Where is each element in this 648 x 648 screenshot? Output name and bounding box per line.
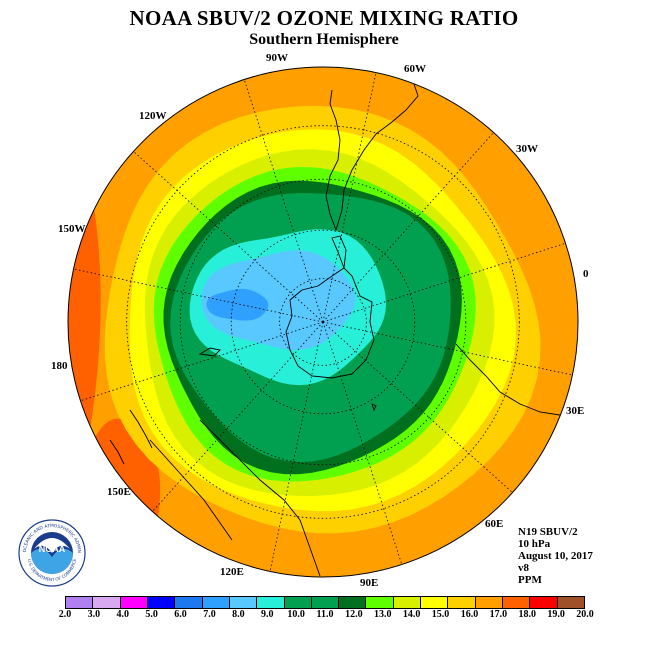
colorbar-swatch bbox=[448, 597, 476, 608]
map-border bbox=[67, 66, 579, 578]
colorbar-swatch bbox=[503, 597, 531, 608]
colorbar-tick-label: 13.0 bbox=[374, 609, 392, 620]
colorbar-swatch bbox=[229, 597, 258, 608]
lon-label-60e: 60E bbox=[485, 518, 504, 530]
longitude-line bbox=[243, 79, 324, 323]
lon-label-180: 180 bbox=[51, 360, 68, 372]
lon-label-0: 0 bbox=[583, 268, 589, 280]
colorbar-swatch bbox=[366, 597, 394, 608]
page-subtitle: Southern Hemisphere bbox=[249, 31, 399, 48]
colorbar-tick-label: 7.0 bbox=[203, 609, 216, 620]
coastline bbox=[335, 83, 419, 231]
longitude-line bbox=[152, 321, 324, 512]
colorbar bbox=[65, 596, 585, 609]
coastline bbox=[129, 409, 153, 449]
satellite-label: N19 SBUV/2 bbox=[518, 526, 578, 538]
colorbar-tick-label: 18.0 bbox=[518, 609, 536, 620]
colorbar-tick-label: 8.0 bbox=[232, 609, 245, 620]
svg-text:NOAA: NOAA bbox=[39, 544, 66, 554]
colorbar-swatch bbox=[393, 597, 422, 608]
coastline bbox=[109, 439, 125, 465]
lon-label-120w: 120W bbox=[139, 110, 167, 122]
lon-label-120e: 120E bbox=[220, 566, 244, 578]
units-label: PPM bbox=[518, 574, 542, 586]
noaa-logo: NATIONAL OCEANIC AND ATMOSPHERIC ADMINIS… bbox=[18, 519, 86, 587]
colorbar-swatch bbox=[147, 597, 176, 608]
latitude-circle bbox=[179, 178, 467, 466]
colorbar-tick-label: 5.0 bbox=[145, 609, 158, 620]
coastline bbox=[149, 439, 233, 541]
longitude-line bbox=[322, 72, 377, 323]
latitude-circle bbox=[230, 229, 416, 415]
longitude-line bbox=[322, 321, 403, 565]
colorbar-swatch bbox=[339, 597, 367, 608]
longitude-line bbox=[73, 268, 324, 323]
colorbar-swatch bbox=[120, 597, 148, 608]
colorbar-swatch bbox=[284, 597, 312, 608]
latitude-circle bbox=[126, 125, 520, 519]
colorbar-swatch bbox=[421, 597, 449, 608]
latitude-circle bbox=[279, 278, 367, 366]
coastline bbox=[199, 419, 321, 577]
contour-band bbox=[201, 250, 356, 350]
contour-band bbox=[68, 93, 101, 501]
coastline bbox=[371, 403, 377, 412]
longitude-line bbox=[322, 321, 513, 493]
colorbar-tick-label: 20.0 bbox=[576, 609, 594, 620]
colorbar-swatch bbox=[202, 597, 230, 608]
level-label: 10 hPa bbox=[518, 538, 551, 550]
colorbar-tick-label: 2.0 bbox=[58, 609, 72, 620]
colorbar-tick-label: 11.0 bbox=[316, 609, 334, 620]
colorbar-tick-label: 3.0 bbox=[87, 609, 101, 620]
colorbar-tick-label: 10.0 bbox=[287, 609, 305, 620]
coastline bbox=[285, 267, 375, 379]
longitude-line bbox=[133, 151, 324, 323]
date-label: August 10, 2017 bbox=[518, 550, 593, 562]
colorbar-ticks: 2.0 3.0 4.0 5.0 6.0 7.0 8.0 9.0 10.0 11.0 12.0 13.0… bbox=[0, 609, 648, 623]
colorbar-swatch bbox=[530, 597, 558, 608]
version-label: v8 bbox=[518, 562, 529, 574]
longitude-line bbox=[80, 321, 324, 402]
colorbar-tick-label: 6.0 bbox=[174, 609, 187, 620]
lat-lon-grid bbox=[73, 72, 573, 572]
contour-band bbox=[206, 288, 269, 321]
colorbar-swatch bbox=[257, 597, 285, 608]
lon-label-150e: 150E bbox=[107, 486, 131, 498]
coastline bbox=[325, 89, 341, 231]
lon-label-30w: 30W bbox=[516, 143, 538, 155]
longitude-line bbox=[322, 321, 573, 376]
longitude-line bbox=[269, 321, 324, 572]
colorbar-swatch bbox=[93, 597, 121, 608]
colorbar-swatch bbox=[311, 597, 340, 608]
coastline bbox=[198, 347, 221, 357]
page-title: NOAA SBUV/2 OZONE MIXING RATIO bbox=[129, 6, 519, 30]
colorbar-tick-label: 19.0 bbox=[547, 609, 565, 620]
colorbar-swatch bbox=[475, 597, 503, 608]
lon-label-90w: 90W bbox=[266, 52, 288, 64]
colorbar-swatch bbox=[557, 597, 584, 608]
lon-label-30e: 30E bbox=[566, 405, 585, 417]
colorbar-tick-label: 14.0 bbox=[402, 609, 421, 620]
colorbar-tick-label: 15.0 bbox=[431, 609, 450, 620]
colorbar-tick-label: 9.0 bbox=[260, 609, 274, 620]
colorbar-tick-label: 16.0 bbox=[460, 609, 479, 620]
colorbar-tick-label: 17.0 bbox=[489, 609, 508, 620]
longitude-line bbox=[322, 242, 566, 323]
coastline bbox=[331, 235, 347, 269]
lon-label-150w: 150W bbox=[58, 223, 86, 235]
coastline bbox=[455, 343, 567, 417]
longitude-line bbox=[322, 132, 494, 323]
colorbar-tick-label: 4.0 bbox=[116, 609, 130, 620]
colorbar-tick-label: 12.0 bbox=[345, 609, 363, 620]
lon-label-60w: 60W bbox=[404, 63, 426, 75]
lon-label-90e: 90E bbox=[360, 577, 379, 589]
map-info: N19 SBUV/2 10 hPa August 10, 2017 v8 PPM bbox=[518, 526, 593, 586]
colorbar-swatch bbox=[66, 597, 94, 608]
colorbar-swatch bbox=[175, 597, 203, 608]
coastlines bbox=[109, 83, 567, 577]
